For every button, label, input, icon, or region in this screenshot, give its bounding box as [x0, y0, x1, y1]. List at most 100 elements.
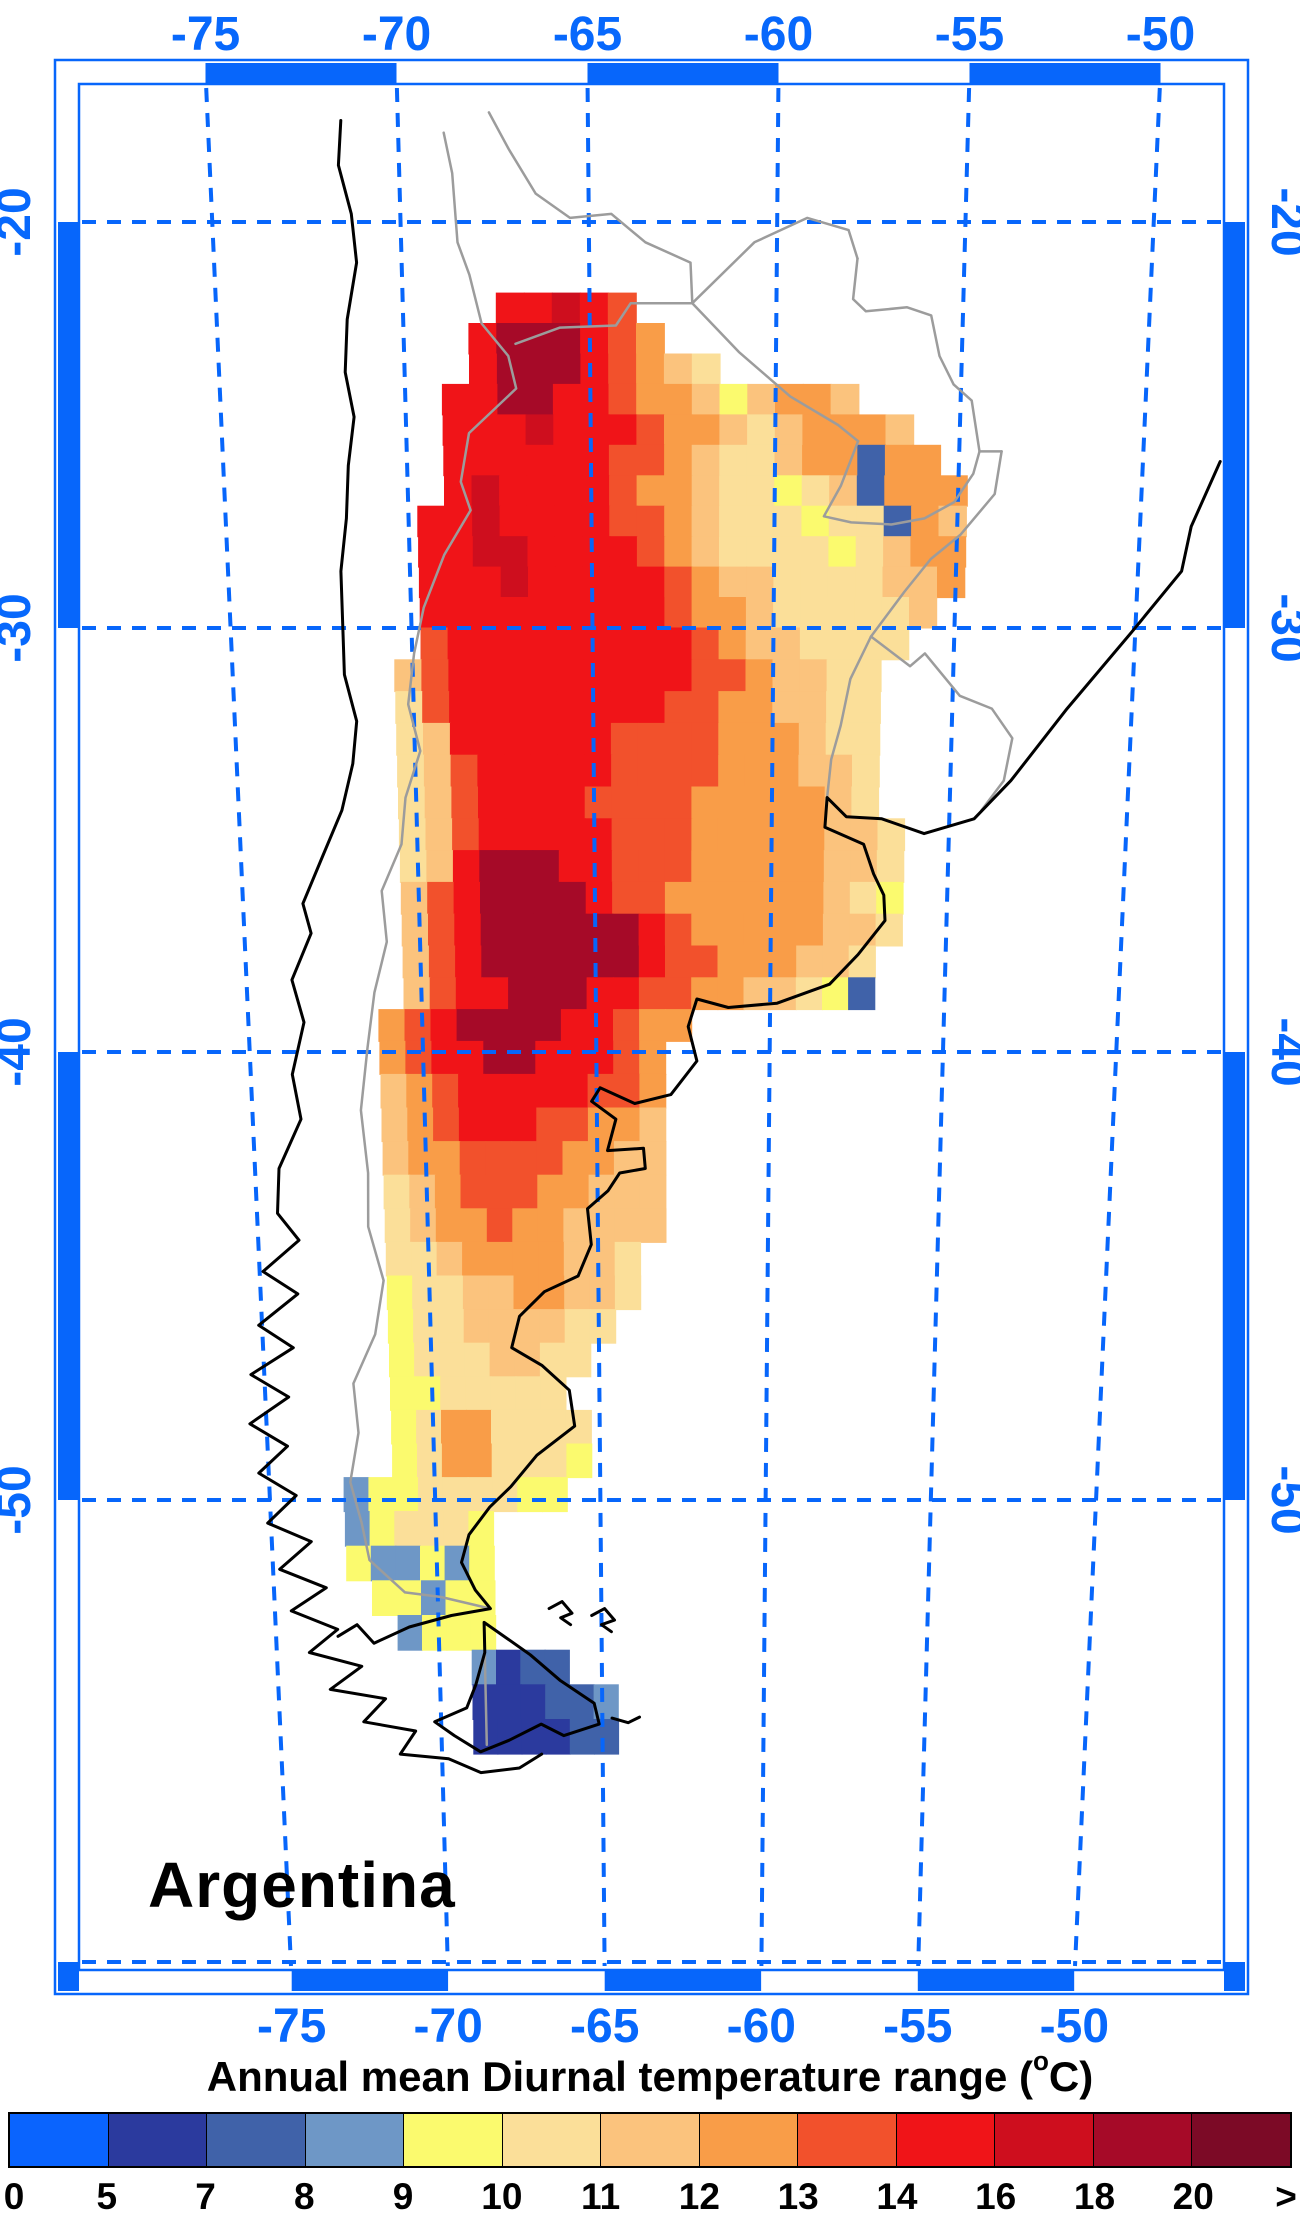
grid-cell [584, 722, 612, 756]
grid-cell [828, 536, 857, 568]
grid-cell [585, 850, 613, 883]
grid-cell [552, 383, 582, 416]
grid-cell [610, 627, 639, 661]
frame-band-bottom [291, 1970, 449, 1991]
grid-cell [746, 444, 776, 477]
frame-band-top [205, 63, 397, 84]
grid-cell [372, 1580, 398, 1616]
grid-cell [558, 850, 587, 883]
latitude-label-left: -40 [0, 1017, 41, 1086]
colorbar-cell-12-13 [699, 2114, 799, 2166]
grid-cell [719, 414, 749, 446]
grid-cell [636, 444, 666, 477]
colorbar-tick-label: 16 [975, 2176, 1017, 2217]
grid-cell [534, 977, 562, 1011]
grid-cell [613, 1040, 641, 1075]
grid-cell [717, 913, 745, 947]
grid-cell [478, 786, 506, 820]
grid-cell [491, 1443, 518, 1479]
grid-cell [852, 722, 881, 756]
grid-cell [718, 566, 748, 599]
grid-cell [528, 627, 557, 661]
grid-cell [773, 566, 802, 599]
grid-cell [613, 1107, 641, 1143]
grid-cell [488, 1309, 516, 1344]
grid-cell [691, 505, 720, 538]
grid-cell [516, 1409, 542, 1445]
grid-cell [744, 786, 773, 820]
border-uruguay-river [825, 450, 1003, 799]
grid-cell [528, 597, 557, 629]
longitude-label-top: -60 [744, 8, 813, 61]
grid-cell [849, 881, 878, 915]
grid-cell [452, 818, 480, 852]
grid-cell [826, 691, 854, 724]
grid-cell [637, 566, 666, 599]
grid-cell [482, 977, 510, 1011]
grid-cell [487, 1241, 514, 1277]
grid-cell [441, 383, 471, 416]
grid-cell [639, 1009, 667, 1042]
grid-cell [583, 659, 612, 693]
colorbar-tick-label: 14 [876, 2176, 918, 2217]
grid-cell [466, 1409, 492, 1445]
grid-cell [664, 818, 693, 852]
grid-cell [411, 1241, 438, 1277]
grid-cell [580, 353, 610, 385]
grid-cell [557, 754, 586, 788]
grid-cell [517, 1477, 543, 1513]
grid-cell [719, 475, 748, 507]
grid-cell [797, 850, 825, 883]
grid-cell [586, 1009, 614, 1042]
grid-cell [745, 597, 775, 629]
grid-cell [797, 881, 825, 915]
grid-cell [638, 786, 666, 820]
grid-cell [554, 536, 584, 568]
grid-cell [539, 1342, 567, 1378]
grid-cell [799, 659, 828, 693]
colorbar-cell-10-11 [502, 2114, 602, 2166]
grid-cell [746, 536, 775, 568]
grid-cell [802, 414, 832, 446]
grid-cell [718, 659, 747, 693]
grid-cell [534, 1009, 562, 1042]
frame-band-right [1224, 222, 1245, 628]
grid-cell [368, 1477, 395, 1513]
grid-cell [443, 1511, 470, 1547]
grid-cell [637, 691, 666, 724]
grid-cell [798, 786, 826, 820]
colorbar-tick-label: > [1275, 2176, 1297, 2217]
colorbar-cell-9-10 [404, 2114, 503, 2166]
grid-cell [445, 536, 474, 568]
islet-east-1 [547, 1600, 574, 1627]
islet-east-2 [590, 1607, 616, 1634]
grid-cell [536, 1107, 564, 1143]
grid-cell [536, 1141, 564, 1176]
grid-cell [639, 1174, 667, 1210]
grid-cell [401, 913, 429, 947]
longitude-label-bottom: -75 [257, 2000, 326, 2053]
meridian-gridline [204, 87, 293, 1967]
grid-cell [495, 292, 525, 324]
grid-cell [392, 1443, 418, 1479]
grid-cell [745, 659, 774, 693]
grid-cell [413, 1309, 440, 1344]
frame-band-left [58, 1052, 79, 1500]
grid-cell [480, 913, 508, 947]
grid-cell [434, 1174, 462, 1210]
grid-cell [448, 659, 477, 693]
colorbar-cell-13-14 [798, 2114, 897, 2166]
grid-cell [664, 659, 693, 693]
grid-cell [503, 722, 532, 756]
colorbar-tick-label: 5 [96, 2176, 118, 2217]
grid-cell [500, 566, 529, 599]
grid-cell [801, 505, 830, 538]
colorbar-cell-11-12 [601, 2114, 700, 2166]
grid-cell [453, 881, 481, 915]
grid-cell [537, 1174, 564, 1210]
grid-cell [509, 1073, 537, 1109]
grid-cell [451, 786, 480, 820]
colorbar-tick-label: 0 [3, 2176, 25, 2217]
grid-cell [691, 597, 720, 629]
